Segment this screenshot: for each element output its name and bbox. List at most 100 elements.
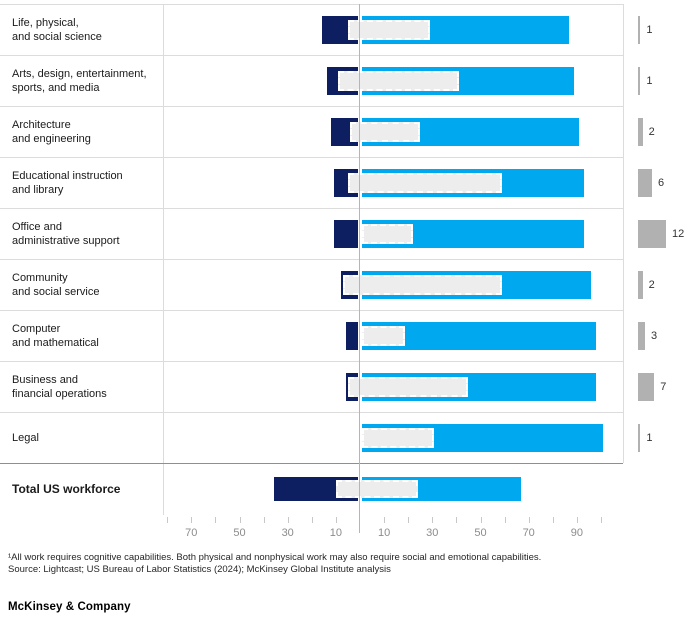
row-plot [163, 310, 623, 361]
category-label-line: Business and [12, 373, 79, 386]
side-panel-cell: 2 [623, 106, 696, 157]
navy-left-bar [345, 321, 358, 350]
side-bar-value: 1 [646, 431, 653, 444]
category-label: Office and administrative support [12, 208, 158, 259]
axis-tick [601, 517, 602, 523]
row-separator [0, 310, 623, 311]
axis-tick [432, 517, 434, 523]
chart-row: Computer and mathematical 3 [0, 310, 696, 361]
row-plot [163, 106, 623, 157]
category-label: Arts, design, entertainment, sports, and … [12, 55, 158, 106]
axis-tick-label: 70 [522, 527, 535, 539]
axis-tick [456, 517, 458, 523]
axis-tick [191, 517, 193, 523]
gray-side-bar [638, 168, 652, 197]
side-bar-value: 2 [648, 125, 655, 138]
dashed-overlay-bar [347, 19, 430, 40]
category-label: Computer and mathematical [12, 310, 158, 361]
side-bar-value: 12 [671, 227, 685, 240]
category-label: Life, physical, and social science [12, 4, 158, 55]
row-separator [0, 259, 623, 260]
side-bar-value: 3 [650, 329, 658, 342]
category-label: Total US workforce [12, 463, 158, 515]
side-bar-value: 6 [657, 176, 665, 189]
row-separator [0, 412, 623, 413]
axis-tick [576, 517, 578, 523]
x-axis: 70 50 30 10 10 30 50 70 90 [0, 515, 696, 560]
side-panel-cell: 1 [623, 4, 696, 55]
axis-tick-label: 10 [329, 527, 343, 539]
center-axis-line [359, 4, 360, 533]
category-label-line: and social service [12, 285, 100, 298]
dashed-overlay-bar [362, 427, 435, 448]
side-panel-cell: 3 [623, 310, 696, 361]
axis-tick-label: 30 [281, 527, 294, 539]
axis-tick [528, 517, 530, 523]
category-label-line: Life, physical, [12, 16, 79, 29]
axis-tick-label: 10 [377, 527, 391, 539]
category-label: Architecture and engineering [12, 106, 158, 157]
dashed-overlay-bar [335, 480, 418, 498]
row-plot [163, 208, 623, 259]
gray-side-bar [638, 15, 641, 44]
side-bar-value: 2 [648, 278, 655, 291]
chart-row: Educational instruction and library 6 [0, 157, 696, 208]
axis-tick [384, 517, 386, 523]
axis-tick [239, 517, 241, 523]
side-panel-cell: 6 [623, 157, 696, 208]
category-label: Legal [12, 412, 158, 463]
dashed-overlay-bar [338, 70, 459, 91]
dashed-overlay-bar [362, 223, 413, 244]
axis-tick [263, 517, 265, 523]
footnote-block: ¹All work requires cognitive capabilitie… [8, 552, 668, 576]
side-panel-cell: 12 [623, 208, 696, 259]
axis-tick [552, 517, 554, 523]
gray-side-bar [638, 372, 655, 401]
chart-row: Architecture and engineering 2 [0, 106, 696, 157]
category-label-line: Computer [12, 322, 61, 335]
row-plot [163, 259, 623, 310]
chart-row: Arts, design, entertainment, sports, and … [0, 55, 696, 106]
category-label-line: Office and [12, 220, 62, 233]
axis-tick [215, 517, 217, 523]
row-separator [0, 361, 623, 362]
chart-row: Business and financial operations 7 [0, 361, 696, 412]
row-plot [163, 55, 623, 106]
footnote: ¹All work requires cognitive capabilitie… [8, 552, 542, 563]
category-label-line: Total US workforce [12, 482, 121, 496]
total-row: Total US workforce [0, 463, 696, 515]
axis-tick [167, 517, 169, 523]
category-label-line: Arts, design, entertainment, [12, 67, 147, 80]
row-separator [0, 208, 623, 209]
category-label-line: Legal [12, 431, 39, 444]
row-plot [163, 412, 623, 463]
axis-tick-label: 90 [570, 527, 584, 539]
gray-side-bar [638, 66, 641, 95]
category-label: Community and social service [12, 259, 158, 310]
gray-side-bar [638, 270, 643, 299]
side-panel-cell: 1 [623, 412, 696, 463]
category-label-line: and social science [12, 30, 102, 43]
axis-tick [335, 517, 337, 523]
side-panel-cell: 2 [623, 259, 696, 310]
side-panel-divider [623, 4, 624, 463]
category-label-line: and library [12, 183, 64, 196]
axis-tick [504, 517, 506, 523]
row-plot [163, 361, 623, 412]
row-separator [0, 4, 623, 5]
row-separator [0, 463, 623, 464]
category-label-line: Community [12, 271, 68, 284]
category-label-line: Educational instruction [12, 169, 123, 182]
dashed-overlay-bar [347, 172, 503, 193]
gray-side-bar [638, 219, 666, 248]
gray-side-bar [638, 117, 643, 146]
dashed-overlay-bar [347, 376, 469, 397]
chart-rows: Life, physical, and social science 1 Arts, … [0, 4, 696, 515]
axis-tick-label: 30 [426, 527, 439, 539]
chart-row: Life, physical, and social science 1 [0, 4, 696, 55]
row-separator [0, 106, 623, 107]
category-label-line: financial operations [12, 387, 107, 400]
side-bar-value: 7 [660, 380, 667, 393]
dashed-overlay-bar [350, 121, 421, 142]
axis-tick-label: 50 [233, 527, 246, 539]
